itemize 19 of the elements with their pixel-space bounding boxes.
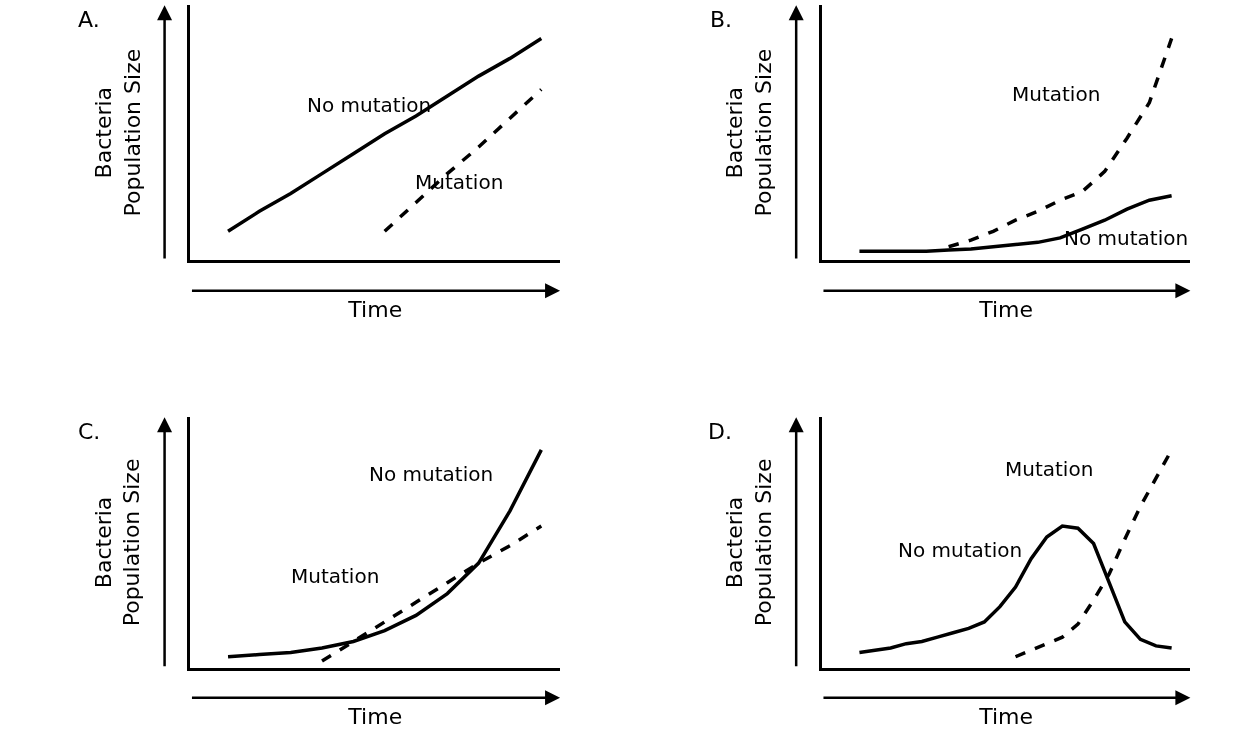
y-axis-title: Bacteria Population Size — [90, 48, 145, 217]
y-axis-title: Bacteria Population Size — [90, 458, 145, 627]
x-axis-title: Time — [978, 704, 1034, 730]
series-label: Mutation — [1012, 82, 1101, 106]
chart-title: A. — [78, 7, 100, 32]
series-label: No mutation — [898, 538, 1023, 562]
chart-title: B. — [710, 7, 733, 32]
series-label: Mutation — [415, 170, 504, 194]
y-axis-title: Bacteria Population Size — [722, 458, 777, 627]
x-axis-title: Time — [978, 296, 1034, 322]
text: Mutation — [1005, 457, 1094, 481]
chart-title: D. — [708, 419, 732, 444]
series-label: No mutation — [307, 93, 432, 117]
y-axis-title: Bacteria Population Size — [722, 48, 777, 217]
x-axis-title: Time — [347, 704, 403, 730]
series-label: No mutation — [369, 462, 494, 486]
series-label: Mutation — [291, 564, 380, 588]
chart-title: C. — [78, 419, 101, 444]
x-axis-title: Time — [347, 296, 403, 322]
